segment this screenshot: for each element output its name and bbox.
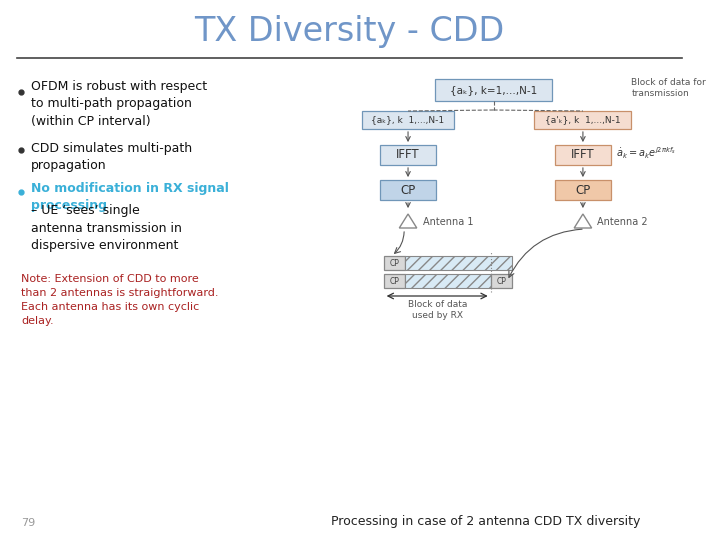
Bar (554, 180, 611, 200)
Text: No modification in RX signal
processing: No modification in RX signal processing (31, 182, 229, 213)
Text: OFDM is robust with respect
to multi-path propagation
(within CP interval): OFDM is robust with respect to multi-pat… (31, 80, 207, 128)
Bar (362, 111, 454, 129)
Bar (534, 111, 631, 129)
Text: CP: CP (496, 276, 506, 286)
Text: Note: Extension of CDD to more
than 2 antennas is straightforward.
Each antenna : Note: Extension of CDD to more than 2 an… (22, 274, 219, 326)
Text: {a'ₖ}, k  1,...,N-1: {a'ₖ}, k 1,...,N-1 (545, 116, 621, 125)
Bar (490, 274, 512, 288)
Bar (405, 256, 512, 270)
Bar (436, 79, 552, 101)
Text: Antenna 2: Antenna 2 (598, 217, 648, 227)
Text: Antenna 1: Antenna 1 (423, 217, 473, 227)
Text: CP: CP (390, 276, 400, 286)
Text: 79: 79 (22, 518, 35, 528)
Text: IFFT: IFFT (571, 148, 595, 161)
Text: CP: CP (390, 259, 400, 267)
Bar (405, 274, 490, 288)
Text: $\dot{a}_k = a_k e^{j2\pi k f_s}$: $\dot{a}_k = a_k e^{j2\pi k f_s}$ (616, 145, 676, 161)
Text: {aₖ}, k=1,...,N-1: {aₖ}, k=1,...,N-1 (450, 85, 537, 95)
Text: Processing in case of 2 antenna CDD TX diversity: Processing in case of 2 antenna CDD TX d… (331, 515, 641, 528)
Text: CP: CP (575, 184, 590, 197)
Text: Block of data
used by RX: Block of data used by RX (408, 300, 467, 320)
Text: {aₖ}, k  1,...,N-1: {aₖ}, k 1,...,N-1 (372, 116, 445, 125)
Bar (380, 145, 436, 165)
Text: Block of data for
transmission: Block of data for transmission (631, 78, 706, 98)
Text: CP: CP (400, 184, 415, 197)
Bar (384, 274, 405, 288)
Bar (554, 145, 611, 165)
Text: CDD simulates multi-path
propagation: CDD simulates multi-path propagation (31, 142, 192, 172)
Bar (384, 256, 405, 270)
Bar (380, 180, 436, 200)
Text: TX Diversity - CDD: TX Diversity - CDD (194, 16, 505, 49)
Text: – UE ‘sees’ single
antenna transmission in
dispersive environment: – UE ‘sees’ single antenna transmission … (31, 204, 182, 252)
Text: IFFT: IFFT (396, 148, 420, 161)
